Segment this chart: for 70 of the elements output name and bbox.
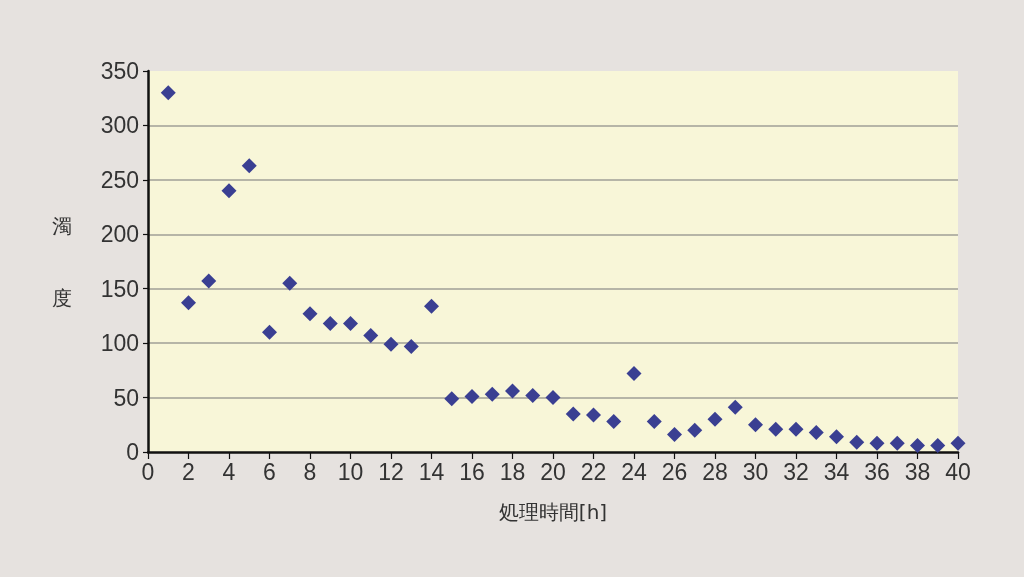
point xyxy=(849,434,865,450)
x-tick-label: 38 xyxy=(904,458,931,485)
x-tick-label: 40 xyxy=(945,458,971,485)
point xyxy=(160,85,176,101)
x-tick-label: 24 xyxy=(621,458,647,485)
y-tick-label: 50 xyxy=(113,384,139,411)
point xyxy=(707,411,723,427)
point xyxy=(667,427,682,443)
point xyxy=(606,414,622,430)
y-tick-label: 100 xyxy=(100,330,139,357)
point xyxy=(181,295,196,311)
point xyxy=(768,421,784,437)
x-tick-label: 8 xyxy=(303,458,317,485)
x-tick-label: 28 xyxy=(702,458,728,485)
point xyxy=(687,422,703,438)
point xyxy=(262,324,277,340)
y-tick-label: 0 xyxy=(126,439,139,465)
x-tick-label: 20 xyxy=(540,458,566,485)
point xyxy=(424,298,439,314)
x-tick-label: 10 xyxy=(337,458,364,485)
point xyxy=(282,275,298,291)
y-tick-label: 200 xyxy=(100,221,139,248)
point xyxy=(241,158,257,174)
x-tick-label: 4 xyxy=(222,458,236,485)
point xyxy=(788,421,804,437)
point xyxy=(363,328,379,344)
point xyxy=(910,437,925,453)
point xyxy=(201,273,217,289)
x-tick-label: 14 xyxy=(418,458,445,485)
y-tick-label: 250 xyxy=(100,166,139,193)
x-tick-label: 12 xyxy=(378,458,404,485)
point xyxy=(383,336,399,352)
x-axis-title: 処理時間[h] xyxy=(498,500,608,524)
point xyxy=(221,183,237,199)
point xyxy=(322,316,338,332)
point xyxy=(343,316,358,332)
point xyxy=(484,386,500,402)
point xyxy=(930,437,946,453)
y-tick-label: 300 xyxy=(100,112,139,139)
x-tick-label: 32 xyxy=(783,458,809,485)
y-tick-label: 150 xyxy=(100,275,139,302)
point xyxy=(302,306,318,322)
point xyxy=(444,391,460,407)
x-tick-label: 18 xyxy=(499,458,526,485)
point xyxy=(586,407,601,423)
point xyxy=(646,414,662,430)
point xyxy=(829,429,844,445)
point xyxy=(505,383,520,399)
x-tick-label: 26 xyxy=(661,458,688,485)
text: 濁度 xyxy=(52,213,72,310)
point xyxy=(889,435,905,451)
x-tick-label: 30 xyxy=(742,458,769,485)
point xyxy=(403,338,419,354)
x-tick-label: 34 xyxy=(823,458,850,485)
x-tick-label: 2 xyxy=(182,458,195,485)
point xyxy=(869,435,885,451)
point xyxy=(565,406,581,422)
point xyxy=(525,387,541,403)
x-tick-label: 6 xyxy=(263,458,276,485)
point xyxy=(950,435,966,451)
point xyxy=(748,417,763,433)
x-tick-label: 36 xyxy=(864,458,890,485)
point xyxy=(808,424,824,440)
point xyxy=(626,366,642,382)
x-tick-label: 16 xyxy=(459,458,485,485)
point xyxy=(545,390,561,406)
point xyxy=(727,399,743,415)
y-tick-label: 350 xyxy=(100,58,139,84)
point xyxy=(464,388,480,404)
x-tick-label: 22 xyxy=(580,458,607,485)
